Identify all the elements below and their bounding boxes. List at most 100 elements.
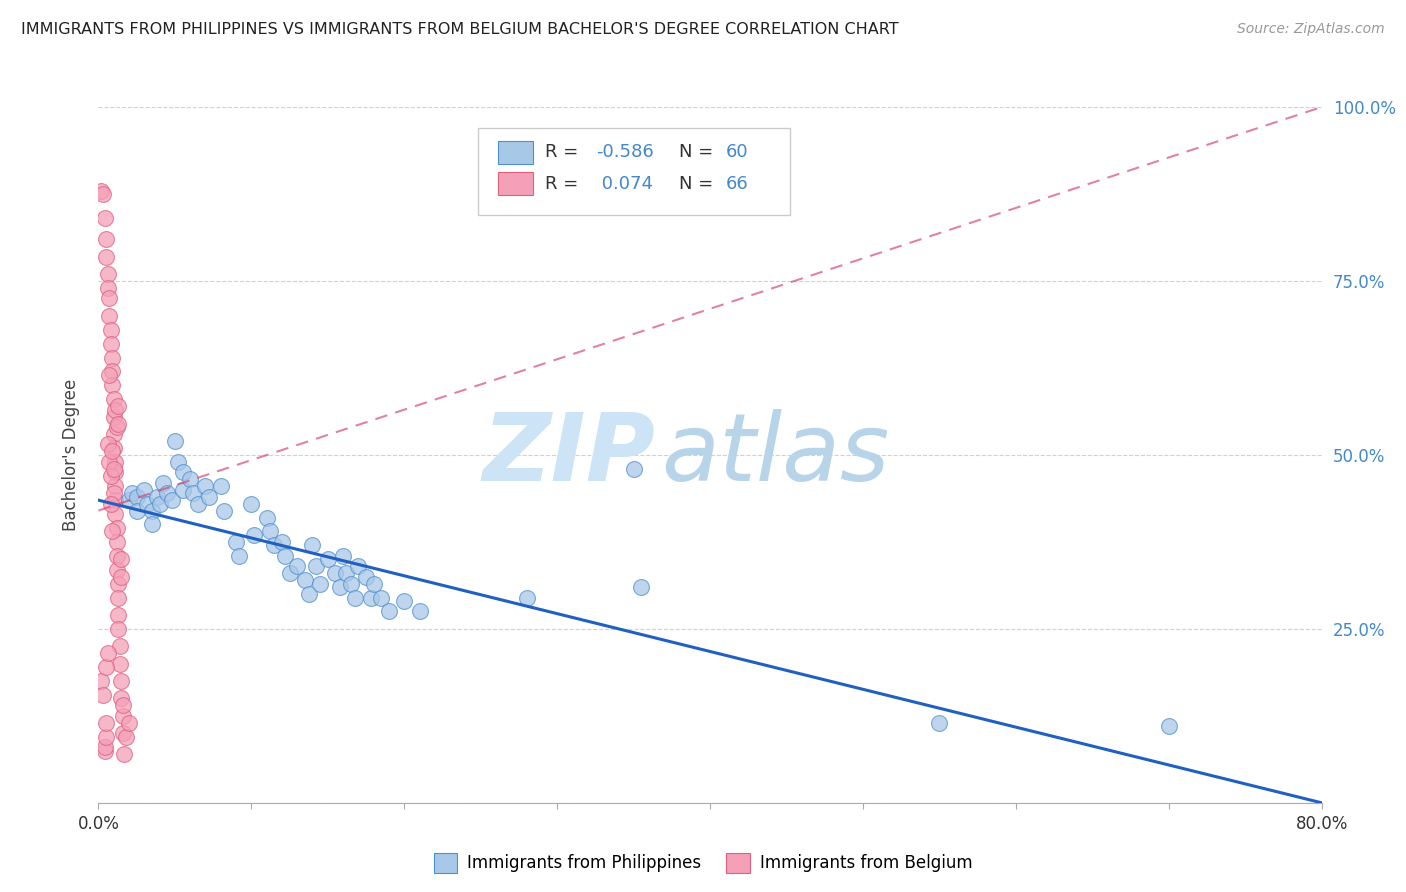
Point	[256, 510, 278, 524]
Point	[101, 351, 124, 365]
Text: IMMIGRANTS FROM PHILIPPINES VS IMMIGRANTS FROM BELGIUM BACHELOR'S DEGREE CORRELA: IMMIGRANTS FROM PHILIPPINES VS IMMIGRANT…	[21, 22, 898, 37]
Point	[104, 493, 127, 508]
Point	[107, 399, 129, 413]
Point	[197, 490, 219, 504]
Point	[285, 559, 308, 574]
Y-axis label: Bachelor's Degree: Bachelor's Degree	[62, 379, 80, 531]
Point	[630, 580, 652, 594]
Point	[115, 730, 138, 744]
Point	[101, 444, 124, 458]
Point	[104, 507, 127, 521]
Point	[103, 462, 125, 476]
Point	[160, 493, 183, 508]
Point	[118, 493, 141, 508]
Point	[339, 576, 361, 591]
FancyBboxPatch shape	[498, 172, 533, 195]
Point	[107, 622, 129, 636]
Point	[107, 591, 129, 605]
Point	[100, 336, 122, 351]
Text: N =: N =	[679, 175, 720, 193]
Point	[141, 503, 163, 517]
Point	[111, 698, 134, 713]
Point	[516, 591, 538, 605]
Point	[298, 587, 321, 601]
Point	[243, 528, 266, 542]
Text: ZIP: ZIP	[482, 409, 655, 501]
Point	[304, 559, 326, 574]
Point	[329, 580, 352, 594]
Point	[110, 674, 132, 689]
Point	[104, 479, 127, 493]
Point	[107, 576, 129, 591]
Point	[91, 688, 114, 702]
Point	[347, 559, 370, 574]
Point	[228, 549, 250, 563]
Point	[111, 708, 134, 723]
Point	[392, 594, 416, 608]
Point	[152, 475, 174, 490]
Legend: Immigrants from Philippines, Immigrants from Belgium: Immigrants from Philippines, Immigrants …	[427, 847, 979, 880]
Point	[181, 486, 204, 500]
Point	[103, 392, 125, 407]
Point	[172, 483, 194, 497]
Point	[110, 691, 132, 706]
Point	[100, 497, 122, 511]
Point	[274, 549, 297, 563]
Point	[98, 309, 121, 323]
Point	[316, 552, 339, 566]
FancyBboxPatch shape	[498, 141, 533, 164]
Point	[370, 591, 392, 605]
Text: 0.074: 0.074	[596, 175, 654, 193]
Point	[98, 455, 121, 469]
Text: R =: R =	[546, 175, 583, 193]
Point	[301, 538, 323, 552]
Point	[97, 437, 120, 451]
Point	[105, 420, 128, 434]
Point	[91, 187, 114, 202]
Point	[94, 715, 117, 730]
Text: atlas: atlas	[661, 409, 890, 500]
Point	[270, 535, 292, 549]
Point	[179, 472, 201, 486]
Point	[103, 409, 125, 424]
Point	[90, 674, 112, 689]
Text: 60: 60	[725, 144, 748, 161]
Point	[121, 486, 143, 500]
Text: R =: R =	[546, 144, 583, 161]
Point	[101, 364, 124, 378]
FancyBboxPatch shape	[478, 128, 790, 215]
Point	[163, 434, 186, 448]
Point	[105, 549, 128, 563]
Point	[928, 715, 950, 730]
Point	[167, 455, 190, 469]
Point	[240, 497, 263, 511]
Point	[194, 479, 217, 493]
Point	[623, 462, 645, 476]
Point	[103, 486, 125, 500]
Point	[354, 570, 377, 584]
Point	[125, 490, 148, 504]
Point	[104, 466, 127, 480]
Point	[100, 468, 122, 483]
Point	[107, 607, 129, 622]
Point	[105, 563, 128, 577]
Point	[103, 427, 125, 442]
Point	[94, 232, 117, 246]
Point	[93, 211, 115, 226]
Point	[408, 605, 430, 619]
Text: Source: ZipAtlas.com: Source: ZipAtlas.com	[1237, 22, 1385, 37]
Point	[93, 740, 115, 755]
Point	[105, 535, 128, 549]
Point	[112, 747, 135, 761]
Point	[98, 368, 121, 382]
Point	[156, 486, 179, 500]
Point	[172, 466, 194, 480]
Text: 66: 66	[725, 175, 748, 193]
Point	[118, 715, 141, 730]
Point	[141, 517, 163, 532]
Point	[108, 657, 131, 671]
Text: -0.586: -0.586	[596, 144, 654, 161]
Point	[97, 646, 120, 660]
Point	[101, 378, 124, 392]
Point	[378, 605, 401, 619]
